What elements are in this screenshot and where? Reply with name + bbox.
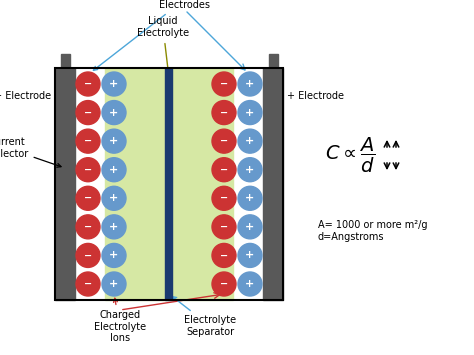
Text: −: −: [84, 165, 92, 175]
Text: −: −: [220, 222, 228, 232]
Text: −: −: [220, 79, 228, 89]
Circle shape: [212, 186, 236, 210]
Circle shape: [102, 100, 126, 125]
Circle shape: [76, 100, 100, 125]
Circle shape: [238, 100, 262, 125]
Text: Charged
Electrolyte
Ions: Charged Electrolyte Ions: [94, 298, 146, 343]
Text: +: +: [246, 108, 255, 118]
Bar: [165, 68, 173, 300]
Bar: [269, 54, 278, 68]
Text: A= 1000 or more m²/g
d=Angstroms: A= 1000 or more m²/g d=Angstroms: [318, 220, 428, 242]
Circle shape: [238, 244, 262, 267]
Text: −: −: [220, 165, 228, 175]
Text: +: +: [109, 250, 118, 261]
Text: +: +: [246, 79, 255, 89]
Circle shape: [238, 272, 262, 296]
Bar: [61, 54, 70, 68]
Circle shape: [76, 272, 100, 296]
Text: +: +: [246, 222, 255, 232]
Text: −: −: [84, 279, 92, 289]
Bar: [105, 68, 233, 300]
Text: −: −: [84, 136, 92, 146]
Circle shape: [76, 215, 100, 239]
Circle shape: [212, 215, 236, 239]
Text: −: −: [220, 250, 228, 261]
Bar: [55, 68, 283, 300]
Text: −: −: [84, 222, 92, 232]
Text: − Electrode: − Electrode: [0, 91, 51, 101]
Circle shape: [76, 129, 100, 153]
Circle shape: [76, 186, 100, 210]
Text: +: +: [109, 79, 118, 89]
Text: +: +: [109, 279, 118, 289]
Text: +: +: [246, 250, 255, 261]
Circle shape: [238, 72, 262, 96]
Text: Electrolyte
Separator: Electrolyte Separator: [173, 297, 236, 337]
Text: + Electrode: + Electrode: [287, 91, 344, 101]
Circle shape: [102, 272, 126, 296]
Circle shape: [238, 129, 262, 153]
Circle shape: [212, 129, 236, 153]
Circle shape: [76, 158, 100, 182]
Text: +: +: [109, 108, 118, 118]
Circle shape: [238, 158, 262, 182]
Circle shape: [102, 244, 126, 267]
Text: −: −: [220, 279, 228, 289]
Text: −: −: [84, 250, 92, 261]
Circle shape: [102, 72, 126, 96]
Bar: [55, 68, 75, 300]
Text: +: +: [246, 193, 255, 203]
Bar: [263, 68, 283, 300]
Text: +: +: [109, 222, 118, 232]
Circle shape: [76, 244, 100, 267]
Circle shape: [212, 244, 236, 267]
Text: High Surface Area
Electrodes: High Surface Area Electrodes: [93, 0, 229, 70]
Text: +: +: [246, 136, 255, 146]
Circle shape: [102, 186, 126, 210]
Text: Liquid
Electrolyte: Liquid Electrolyte: [137, 16, 189, 74]
Circle shape: [212, 158, 236, 182]
Text: −: −: [84, 108, 92, 118]
Circle shape: [212, 100, 236, 125]
Text: $C \propto \dfrac{A}{d}$: $C \propto \dfrac{A}{d}$: [325, 136, 375, 175]
Circle shape: [76, 72, 100, 96]
Text: +: +: [109, 165, 118, 175]
Text: +: +: [246, 279, 255, 289]
Circle shape: [102, 158, 126, 182]
Circle shape: [238, 215, 262, 239]
Text: −: −: [220, 136, 228, 146]
Text: Current
Collector: Current Collector: [0, 137, 61, 167]
Text: +: +: [246, 165, 255, 175]
Text: −: −: [220, 108, 228, 118]
Text: +: +: [109, 193, 118, 203]
Circle shape: [238, 186, 262, 210]
Text: +: +: [109, 136, 118, 146]
Circle shape: [102, 215, 126, 239]
Circle shape: [212, 272, 236, 296]
Circle shape: [212, 72, 236, 96]
Text: −: −: [84, 193, 92, 203]
Text: −: −: [84, 79, 92, 89]
Text: −: −: [220, 193, 228, 203]
Circle shape: [102, 129, 126, 153]
